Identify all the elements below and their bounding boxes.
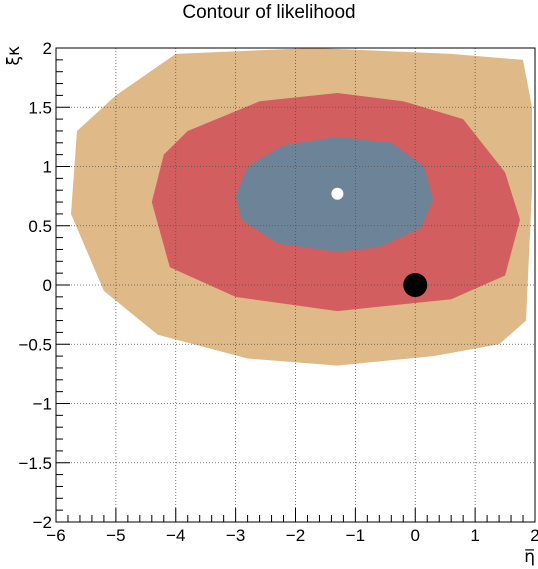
best-fit-point xyxy=(331,187,344,200)
x-tick-label: −1 xyxy=(346,526,365,545)
x-tick-label: 0 xyxy=(411,526,420,545)
y-tick-label: −1 xyxy=(33,395,52,414)
x-tick-label: −3 xyxy=(226,526,245,545)
reference-point xyxy=(403,273,428,297)
y-tick-label: 1 xyxy=(43,158,52,177)
y-tick-label: 1.5 xyxy=(28,98,52,117)
y-axis-label: ξκ xyxy=(4,46,24,66)
axes: −6 −5 −4 −3 −2 −1 0 1 2 −2 −1.5 −1 −0.5 0 0.5 1 1.5 2 η̅ ξκ xyxy=(4,39,538,567)
x-tick-label: −5 xyxy=(106,526,125,545)
x-axis-label: η̅ xyxy=(524,547,535,567)
y-tick-label: 0 xyxy=(43,276,52,295)
x-tick-label: 1 xyxy=(470,526,479,545)
x-tick-label: −6 xyxy=(46,526,65,545)
y-tick-label: 0.5 xyxy=(28,217,52,236)
y-tick-label: −2 xyxy=(33,513,52,532)
y-tick-label: 2 xyxy=(43,39,52,58)
x-tick-label: −2 xyxy=(286,526,305,545)
x-tick-label: −4 xyxy=(166,526,185,545)
chart-title: Contour of likelihood xyxy=(182,2,356,23)
contour-regions xyxy=(71,48,532,366)
markers xyxy=(331,187,428,297)
x-tick-label: 2 xyxy=(530,526,538,545)
y-tick-label: −1.5 xyxy=(18,454,52,473)
y-tick-label: −0.5 xyxy=(18,335,52,354)
